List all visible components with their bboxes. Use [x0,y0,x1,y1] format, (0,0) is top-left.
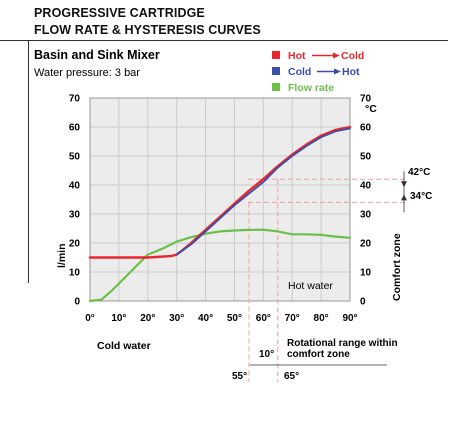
series-lines [88,125,352,303]
x-tick-label: 50° [227,313,242,324]
annotation-42c: 42°C [408,167,430,178]
x-tick-label: 60° [256,313,271,324]
legend-swatch-cold-to-hot [272,67,280,75]
annotation-55-degrees: 55° [232,371,247,382]
annotation-cold-water: Cold water [97,340,151,352]
legend-hot-to: Cold [341,50,364,62]
series-line-flow_rate [88,228,352,303]
y-tick-label-right: 60 [360,123,372,134]
y-tick-label-right: 10 [360,268,372,279]
axis-ticks: 0° 10° 20° 30° 40° 50° 60° 70° 80° 90°01020304050… [69,94,372,325]
y-tick-label-right: 30 [360,210,372,221]
annotation-rotational-range-1: Rotational range within [287,338,398,349]
y-tick-label-left: 50 [69,152,81,163]
y-tick-label-left: 10 [69,268,81,279]
legend-cold-from: Cold [288,66,311,78]
y-tick-label-right: 70 [360,94,372,105]
y-tick-label-right: 20 [360,239,372,250]
y-tick-label-left: 30 [69,210,81,221]
chart-subtitle: Water pressure: 3 bar [34,67,140,79]
y-tick-label-left: 0 [74,297,80,308]
right-axis-unit: °C [365,103,377,115]
x-tick-label: 40° [198,313,213,324]
legend-flow-rate: Flow rate [288,82,334,94]
header-title-line1: PROGRESSIVE CARTRIDGE [34,6,205,20]
legend-swatch-flow-rate [272,83,280,91]
plot-area [90,98,350,301]
series-line-hot_to_cold [88,125,352,259]
y-tick-label-right: 0 [360,297,366,308]
y-tick-label-right: 50 [360,152,372,163]
legend-arrowhead-hot-to-cold [333,52,340,59]
legend: Hot Cold Cold Hot Flow rate [272,50,364,94]
x-tick-label: 80° [314,313,329,324]
y-tick-label-left: 70 [69,94,81,105]
annotation-34c: 34°C [410,191,432,202]
comfort-zone-guides [248,171,407,382]
x-tick-label: 70° [285,313,300,324]
annotation-10-degrees: 10° [259,349,274,360]
series-line-cold_to_hot [175,127,351,256]
left-axis-label: l/min [56,243,68,268]
legend-hot-from: Hot [288,50,306,62]
legend-arrowhead-cold-to-hot [334,68,341,75]
annotation-rotational-range-2: comfort zone [287,349,350,360]
header-divider [0,40,448,41]
x-tick-label: 10° [111,313,126,324]
annotation-hot-water: Hot water [288,280,333,292]
y-tick-label-left: 40 [69,181,81,192]
chart-title: Basin and Sink Mixer [34,48,160,62]
x-tick-label: 90° [342,313,357,324]
temp-bracket-arrow-up [401,194,407,201]
left-margin-divider [28,41,29,283]
header-title-line2: FLOW RATE & HYSTERESIS CURVES [34,23,261,37]
y-tick-label-right: 40 [360,181,372,192]
legend-cold-to: Hot [342,66,360,78]
grid-lines [89,97,351,302]
x-tick-label: 30° [169,313,184,324]
annotation-65-degrees: 65° [284,371,299,382]
right-axis-label-comfort-zone: Comfort zone [391,233,403,301]
y-tick-label-left: 60 [69,123,81,134]
legend-swatch-hot-to-cold [272,51,280,59]
x-tick-label: 0° [85,313,95,324]
temp-bracket-arrow-down [401,181,407,188]
x-tick-label: 20° [140,313,155,324]
plot-border [89,97,351,302]
y-tick-label-left: 20 [69,239,81,250]
